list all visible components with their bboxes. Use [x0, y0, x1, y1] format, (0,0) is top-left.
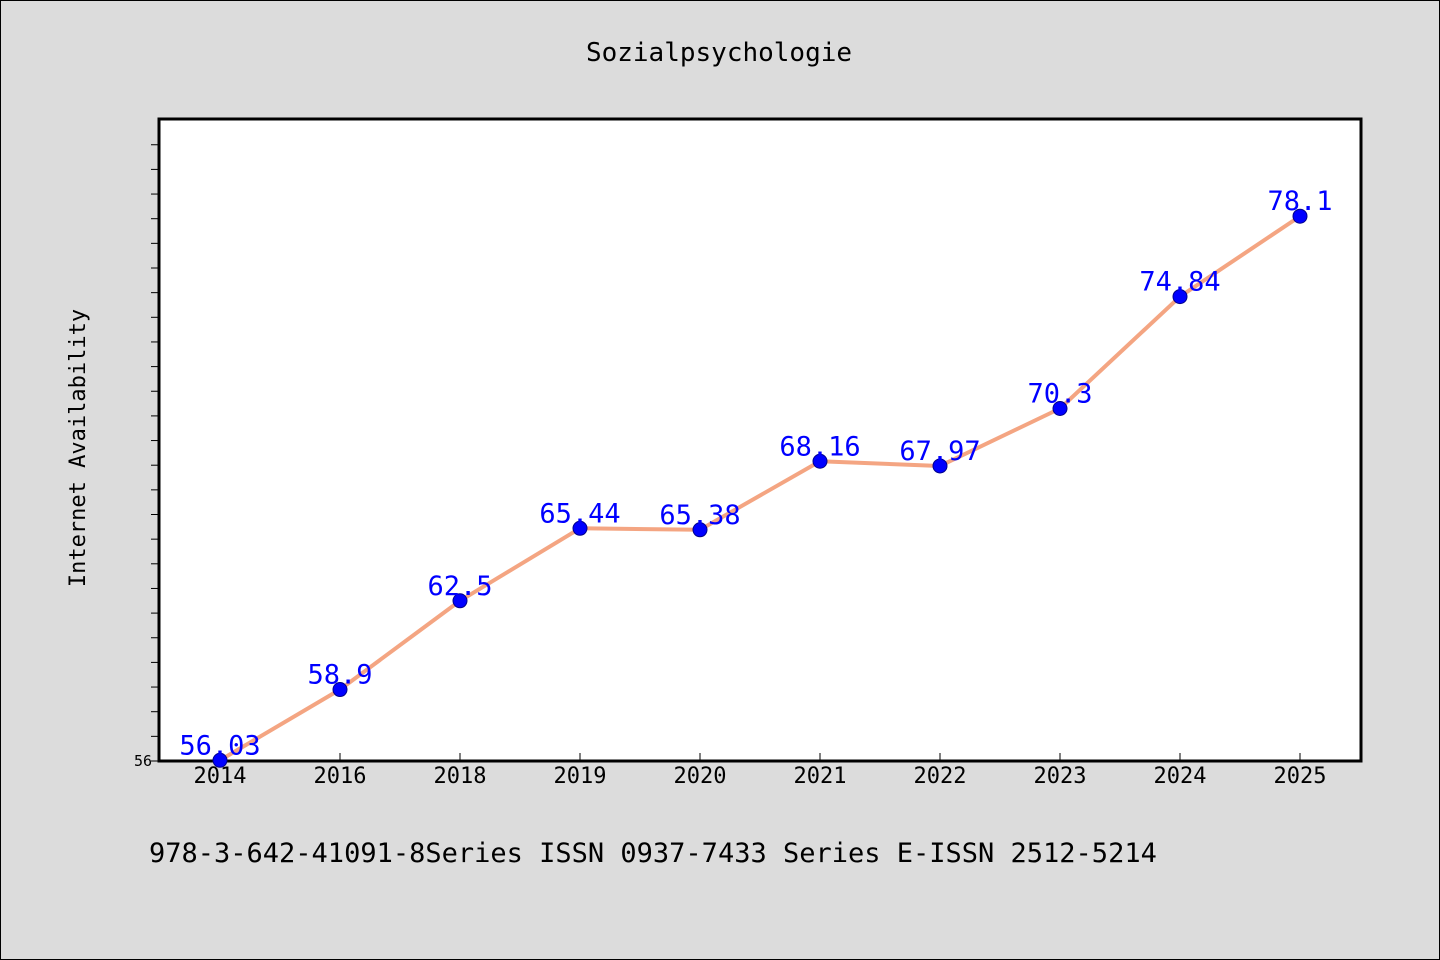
data-point: [212, 752, 228, 768]
series-group: 56.03 58.9 62.5 65.44 65.38 68.16 67.97 70.3 74.…: [179, 186, 1333, 768]
chart-title: Sozialpsychologie: [586, 38, 852, 68]
x-tick-label: 2016: [314, 764, 367, 789]
data-label: 67.97: [899, 436, 980, 467]
data-point: [452, 593, 468, 609]
data-label: 70.3: [1027, 379, 1092, 410]
data-label: 74.84: [1139, 267, 1220, 298]
data-point: [332, 682, 348, 698]
data-label: 68.16: [779, 431, 860, 462]
data-label: 62.5: [427, 571, 492, 602]
data-point: [692, 522, 708, 538]
y-tick-label: 56: [134, 752, 152, 770]
data-point: [572, 520, 588, 536]
y-axis-label: Internet Availability: [66, 309, 91, 587]
x-tick-label: 2018: [434, 764, 487, 789]
x-tick-label: 2020: [674, 764, 727, 789]
x-tick-label: 2019: [554, 764, 607, 789]
data-label: 65.38: [659, 500, 740, 531]
data-label: 78.1: [1267, 186, 1332, 217]
x-tick-label: 2023: [1034, 764, 1087, 789]
x-tick-label: 2014: [194, 764, 247, 789]
y-axis-ticks: 56: [134, 144, 159, 770]
x-tick-label: 2022: [914, 764, 967, 789]
data-label: 56.03: [179, 730, 260, 761]
x-tick-label: 2025: [1274, 764, 1327, 789]
x-tick-label: 2021: [794, 764, 847, 789]
series-line: [218, 214, 1302, 763]
data-label: 58.9: [307, 660, 372, 691]
data-point: [1172, 289, 1188, 305]
data-point: [1292, 208, 1308, 224]
x-tick-label: 2024: [1154, 764, 1207, 789]
data-point: [1052, 401, 1068, 417]
data-label: 65.44: [539, 498, 620, 529]
plot-area: [157, 117, 1363, 763]
footer-isbn-issn: 978-3-642-41091-8Series ISSN 0937-7433 S…: [149, 838, 1157, 869]
x-axis-ticks: 2014 2016 2018 2019 2020 2021 2022 2023 2024 2025: [194, 753, 1327, 789]
data-point: [812, 453, 828, 469]
data-point: [932, 458, 948, 474]
